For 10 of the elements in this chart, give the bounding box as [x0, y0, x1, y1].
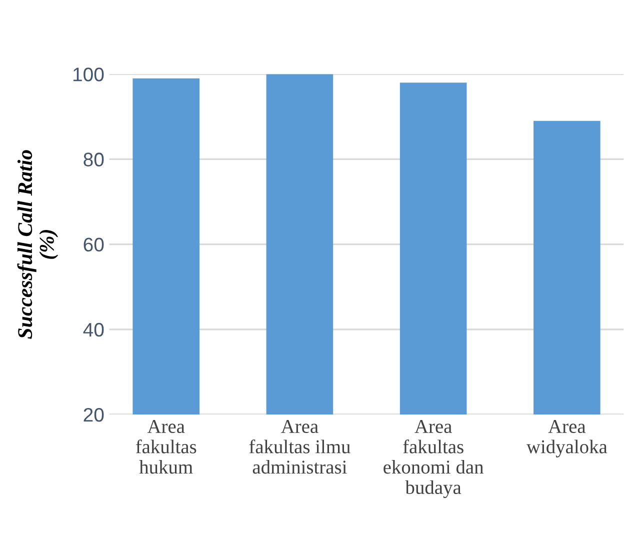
y-tick-label: 100	[73, 68, 104, 82]
y-tick-label: 20	[84, 408, 104, 422]
y-tick-label: 40	[83, 322, 104, 337]
x-tick-label: Area fakultas ekonomi dan budaya	[384, 420, 484, 498]
y-tick-label: 80	[84, 152, 104, 166]
x-tick-label: Area widyaloka	[526, 420, 608, 458]
x-tick-label: Area fakultas ilmu administrasi	[249, 420, 350, 474]
y-axis-title: Successfull Call Ratio (%)	[17, 150, 58, 339]
x-tick-label: Area fakultas hukum	[136, 420, 196, 474]
y-tick-label: 60	[84, 238, 104, 252]
